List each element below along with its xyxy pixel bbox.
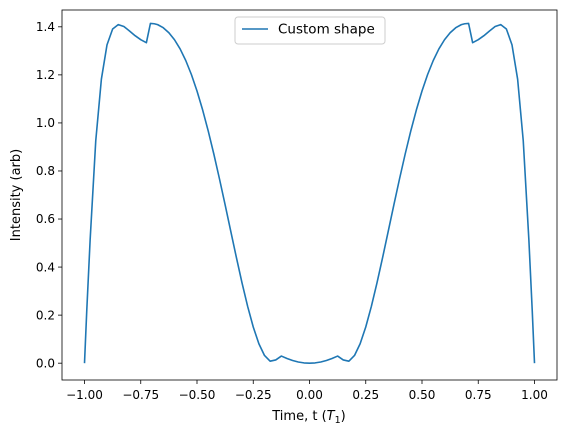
- y-axis-label: Intensity (arb): [9, 149, 24, 241]
- y-tick-label: 0.4: [36, 260, 55, 274]
- y-tick-label: 0.6: [36, 212, 55, 226]
- x-tick-label: 1.00: [521, 388, 548, 402]
- y-axis: 0.0 0.2 0.4 0.6 0.8 1.0 1.2 1.4: [36, 20, 62, 370]
- x-tick-label: 0.00: [296, 388, 323, 402]
- x-tick-label: −0.25: [235, 388, 272, 402]
- y-tick-label: 1.0: [36, 116, 55, 130]
- legend-label: Custom shape: [278, 22, 375, 38]
- x-tick-label: 0.75: [465, 388, 492, 402]
- series-line-0: [83, 22, 536, 364]
- x-tick-label: 0.25: [352, 388, 379, 402]
- y-tick-label: 1.4: [36, 20, 55, 34]
- x-tick-label: −0.50: [179, 388, 216, 402]
- x-axis-label: Time, t (T1): [271, 409, 345, 426]
- y-tick-label: 0.8: [36, 164, 55, 178]
- legend-box: [234, 16, 386, 45]
- x-axis: −1.00 −0.75 −0.50 −0.25 0.00 0.25 0.50 0.75 1.00: [66, 380, 548, 402]
- x-tick-label: −0.75: [122, 388, 159, 402]
- legend: Custom shape: [234, 16, 386, 45]
- plot-lines: [83, 22, 536, 364]
- plot-area: [62, 10, 557, 380]
- y-tick-label: 1.2: [36, 68, 55, 82]
- y-tick-label: 0.0: [36, 356, 55, 370]
- x-tick-label: 0.50: [409, 388, 436, 402]
- y-tick-label: 0.2: [36, 308, 55, 322]
- x-tick-label: −1.00: [66, 388, 103, 402]
